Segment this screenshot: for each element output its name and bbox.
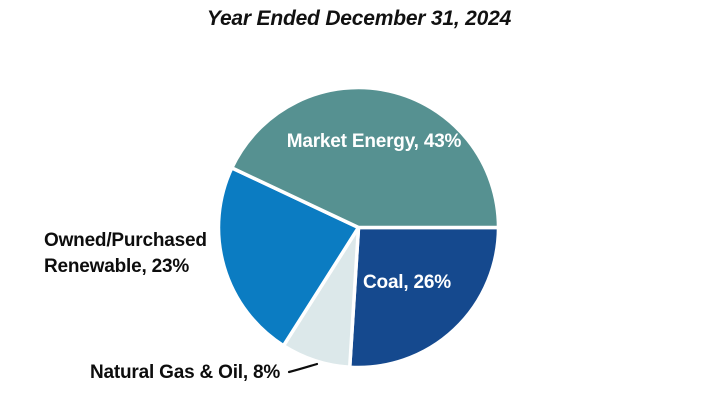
callout-line-natural-gas bbox=[287, 362, 319, 374]
slice-label-natural-gas-oil: Natural Gas & Oil, 8% bbox=[90, 362, 281, 383]
slice-label-coal: Coal, 26% bbox=[363, 272, 451, 293]
pie-slice-market-energy bbox=[230, 85, 501, 230]
slice-label-owned-line1: Owned/Purchased bbox=[44, 230, 207, 251]
pie-slices bbox=[216, 85, 501, 370]
slice-label-market-energy: Market Energy, 43% bbox=[286, 131, 462, 152]
slice-label-owned-line2: Renewable, 23% bbox=[44, 256, 190, 277]
pie-slice-coal bbox=[347, 225, 501, 370]
slice-label-owned-purchased-renewable: Owned/Purchased Renewable, 23% bbox=[44, 228, 207, 280]
chart-title: Year Ended December 31, 2024 bbox=[206, 7, 512, 30]
